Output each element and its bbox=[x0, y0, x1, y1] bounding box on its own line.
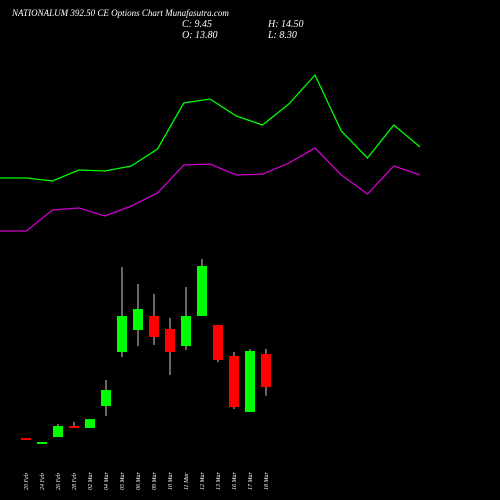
indicator-line bbox=[0, 147, 421, 232]
x-tick-label: 28 Feb bbox=[72, 473, 78, 490]
x-tick-label: 18 Mar bbox=[264, 472, 270, 490]
x-tick-label: 12 Mar bbox=[200, 472, 206, 490]
candle-body bbox=[117, 316, 127, 353]
x-tick-label: 06 Mar bbox=[136, 472, 142, 490]
candle-body bbox=[101, 389, 111, 406]
candle-body bbox=[85, 419, 95, 428]
x-tick-label: 11 Mar bbox=[184, 472, 190, 490]
x-tick-label: 17 Mar bbox=[248, 472, 254, 490]
candle-body bbox=[133, 309, 143, 331]
x-tick-label: 20 Feb bbox=[24, 473, 30, 490]
x-tick-label: 02 Mar bbox=[88, 472, 94, 490]
candle-body bbox=[149, 316, 159, 338]
indicator-line bbox=[0, 73, 421, 182]
candle-body bbox=[197, 266, 207, 317]
candle-body bbox=[229, 355, 239, 408]
x-tick-label: 26 Feb bbox=[56, 473, 62, 490]
low-label: L: 8.30 bbox=[267, 30, 297, 41]
candle-body bbox=[165, 328, 175, 353]
x-tick-label: 05 Mar bbox=[120, 472, 126, 490]
candle-body bbox=[213, 325, 223, 361]
x-tick-label: 16 Mar bbox=[232, 472, 238, 490]
x-tick-label: 04 Mar bbox=[103, 472, 110, 490]
x-tick-label: 10 Mar bbox=[168, 472, 174, 490]
x-tick-label: 24 Feb bbox=[39, 473, 46, 490]
x-tick-label: 13 Mar bbox=[216, 472, 222, 490]
candle-body bbox=[261, 354, 271, 388]
candle-body bbox=[53, 426, 63, 438]
open-label: O: 13.80 bbox=[182, 30, 218, 41]
candle-body bbox=[69, 426, 79, 428]
candle-body bbox=[245, 350, 255, 412]
x-tick-label: 09 Mar bbox=[152, 472, 158, 490]
high-label: H: 14.50 bbox=[267, 19, 304, 30]
chart-title: NATIONALUM 392.50 CE Options Chart Munaf… bbox=[11, 8, 229, 18]
close-label: C: 9.45 bbox=[182, 19, 212, 30]
candle-body bbox=[21, 438, 31, 440]
candle-body bbox=[181, 316, 191, 347]
candle-body bbox=[37, 442, 47, 445]
